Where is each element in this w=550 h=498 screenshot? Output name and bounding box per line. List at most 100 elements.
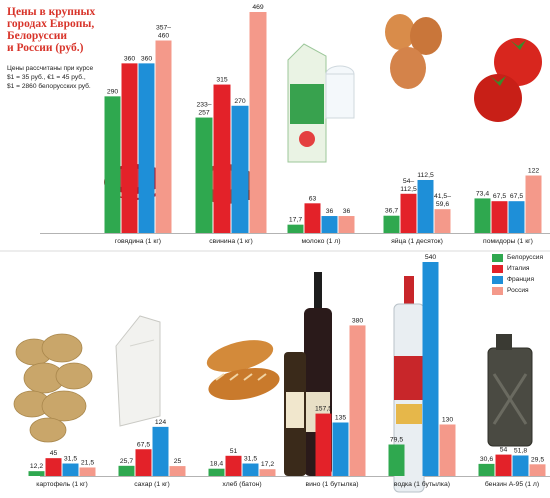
category-label: говядина (1 кг) bbox=[115, 238, 161, 245]
data-label-line: 67,5 bbox=[137, 441, 150, 448]
data-label: 357– 460 bbox=[156, 25, 171, 40]
bar-belarus bbox=[28, 471, 45, 476]
data-label: 31,5 bbox=[244, 456, 257, 463]
data-label: 130 bbox=[442, 416, 454, 423]
bar-belarus bbox=[474, 198, 491, 233]
data-label-line: 29,5 bbox=[531, 456, 544, 463]
data-label-line: 130 bbox=[442, 416, 454, 423]
data-label-line: 380 bbox=[352, 317, 364, 324]
data-label-line: 290 bbox=[107, 88, 119, 95]
data-label: 540 bbox=[425, 254, 437, 261]
bar-france bbox=[138, 63, 155, 233]
data-label-line: 112,5 bbox=[417, 172, 434, 179]
bar-italy bbox=[225, 455, 242, 476]
wine-label-2 bbox=[286, 392, 304, 428]
data-label: 54 bbox=[500, 447, 508, 454]
data-label-line: 54– bbox=[403, 178, 415, 185]
bar-belarus bbox=[383, 215, 400, 233]
data-label-line: 17,7 bbox=[289, 217, 302, 224]
bar-france bbox=[62, 463, 79, 476]
data-label: 469 bbox=[252, 4, 264, 11]
data-label: 124 bbox=[155, 419, 167, 426]
bar-russia bbox=[529, 464, 546, 476]
data-label: 51,8 bbox=[514, 447, 527, 454]
egg bbox=[390, 47, 426, 89]
bar-russia bbox=[155, 40, 172, 233]
sugar-fold bbox=[129, 339, 155, 347]
vodka-label bbox=[394, 356, 424, 400]
data-label-line: 233– bbox=[196, 102, 211, 109]
bar-russia bbox=[439, 424, 456, 476]
bread-cut bbox=[229, 373, 239, 381]
legend: Белоруссия Италия Франция Россия bbox=[492, 252, 550, 296]
category-label: хлеб (батон) bbox=[222, 480, 261, 488]
bread-icon bbox=[206, 340, 274, 372]
data-label: 290 bbox=[107, 88, 119, 95]
data-label: 112,5 bbox=[417, 172, 434, 179]
tomato-stem bbox=[510, 40, 526, 50]
data-label: 67,5 bbox=[493, 193, 506, 200]
data-label: 157,5 bbox=[315, 406, 332, 413]
milk-carton-badge bbox=[299, 131, 315, 147]
legend-swatch bbox=[492, 264, 503, 273]
bar-russia bbox=[525, 175, 542, 233]
bar-france bbox=[152, 426, 169, 476]
data-label: 45 bbox=[50, 450, 58, 457]
note-line: $1 = 2860 белорусских руб. bbox=[7, 83, 91, 90]
bar-france bbox=[422, 262, 439, 476]
data-label-line: 73,4 bbox=[476, 190, 489, 197]
bar-italy bbox=[213, 84, 231, 233]
bar-belarus bbox=[388, 444, 405, 476]
data-label-line: 59,6 bbox=[436, 201, 449, 208]
category-label: молоко (1 л) bbox=[301, 238, 340, 245]
data-label-line: 17,2 bbox=[261, 461, 274, 468]
bar-russia bbox=[249, 12, 267, 233]
data-label: 29,5 bbox=[531, 456, 544, 463]
data-label-line: 315 bbox=[216, 77, 228, 84]
data-label-line: 36,7 bbox=[385, 208, 398, 215]
legend-swatch bbox=[492, 286, 503, 295]
data-label: 36 bbox=[326, 208, 334, 215]
category-group bbox=[287, 43, 355, 163]
data-label-line: 157,5 bbox=[315, 406, 332, 413]
legend-item: Франция bbox=[492, 274, 550, 285]
bar-belarus bbox=[195, 117, 213, 233]
data-label: 17,7 bbox=[289, 217, 302, 224]
data-label-line: 18,4 bbox=[210, 461, 223, 468]
legend-swatch bbox=[492, 253, 503, 262]
data-label: 360 bbox=[141, 55, 153, 62]
data-label-line: 270 bbox=[234, 98, 246, 105]
data-label-line: 36 bbox=[326, 208, 334, 215]
potato-icon bbox=[41, 333, 83, 363]
bar-russia bbox=[349, 325, 366, 476]
legend-swatch bbox=[492, 275, 503, 284]
legend-item: Россия bbox=[492, 285, 550, 296]
bar-italy bbox=[135, 449, 152, 476]
data-label: 67,5 bbox=[137, 441, 150, 448]
note-line: Цены рассчитаны при курсе bbox=[7, 65, 94, 72]
tomato bbox=[474, 74, 522, 122]
data-label-line: 54 bbox=[500, 447, 508, 454]
bar-italy bbox=[400, 193, 417, 233]
data-label-line: 135 bbox=[335, 415, 347, 422]
data-label-line: 79,5 bbox=[390, 436, 403, 443]
category-group bbox=[474, 38, 542, 122]
data-label: 41,5– 59,6 bbox=[434, 193, 451, 208]
bar-france bbox=[231, 105, 249, 233]
egg bbox=[410, 17, 442, 55]
bar-france bbox=[321, 216, 338, 233]
data-label-line: 112,5 bbox=[400, 186, 417, 193]
data-label-line: 21,5 bbox=[81, 459, 94, 466]
bar-belarus bbox=[104, 96, 121, 233]
data-label-line: 12,2 bbox=[30, 463, 43, 470]
jerrycan-rib bbox=[492, 373, 528, 425]
bar-belarus bbox=[208, 468, 225, 476]
category-label: бензин А-95 (1 л) bbox=[485, 480, 539, 488]
bar-russia bbox=[338, 216, 355, 233]
title-line: городах Европы, bbox=[7, 18, 95, 30]
bar-france bbox=[512, 455, 529, 476]
category-group bbox=[115, 315, 161, 427]
data-label-line: 36 bbox=[343, 208, 351, 215]
category-group bbox=[13, 333, 93, 443]
